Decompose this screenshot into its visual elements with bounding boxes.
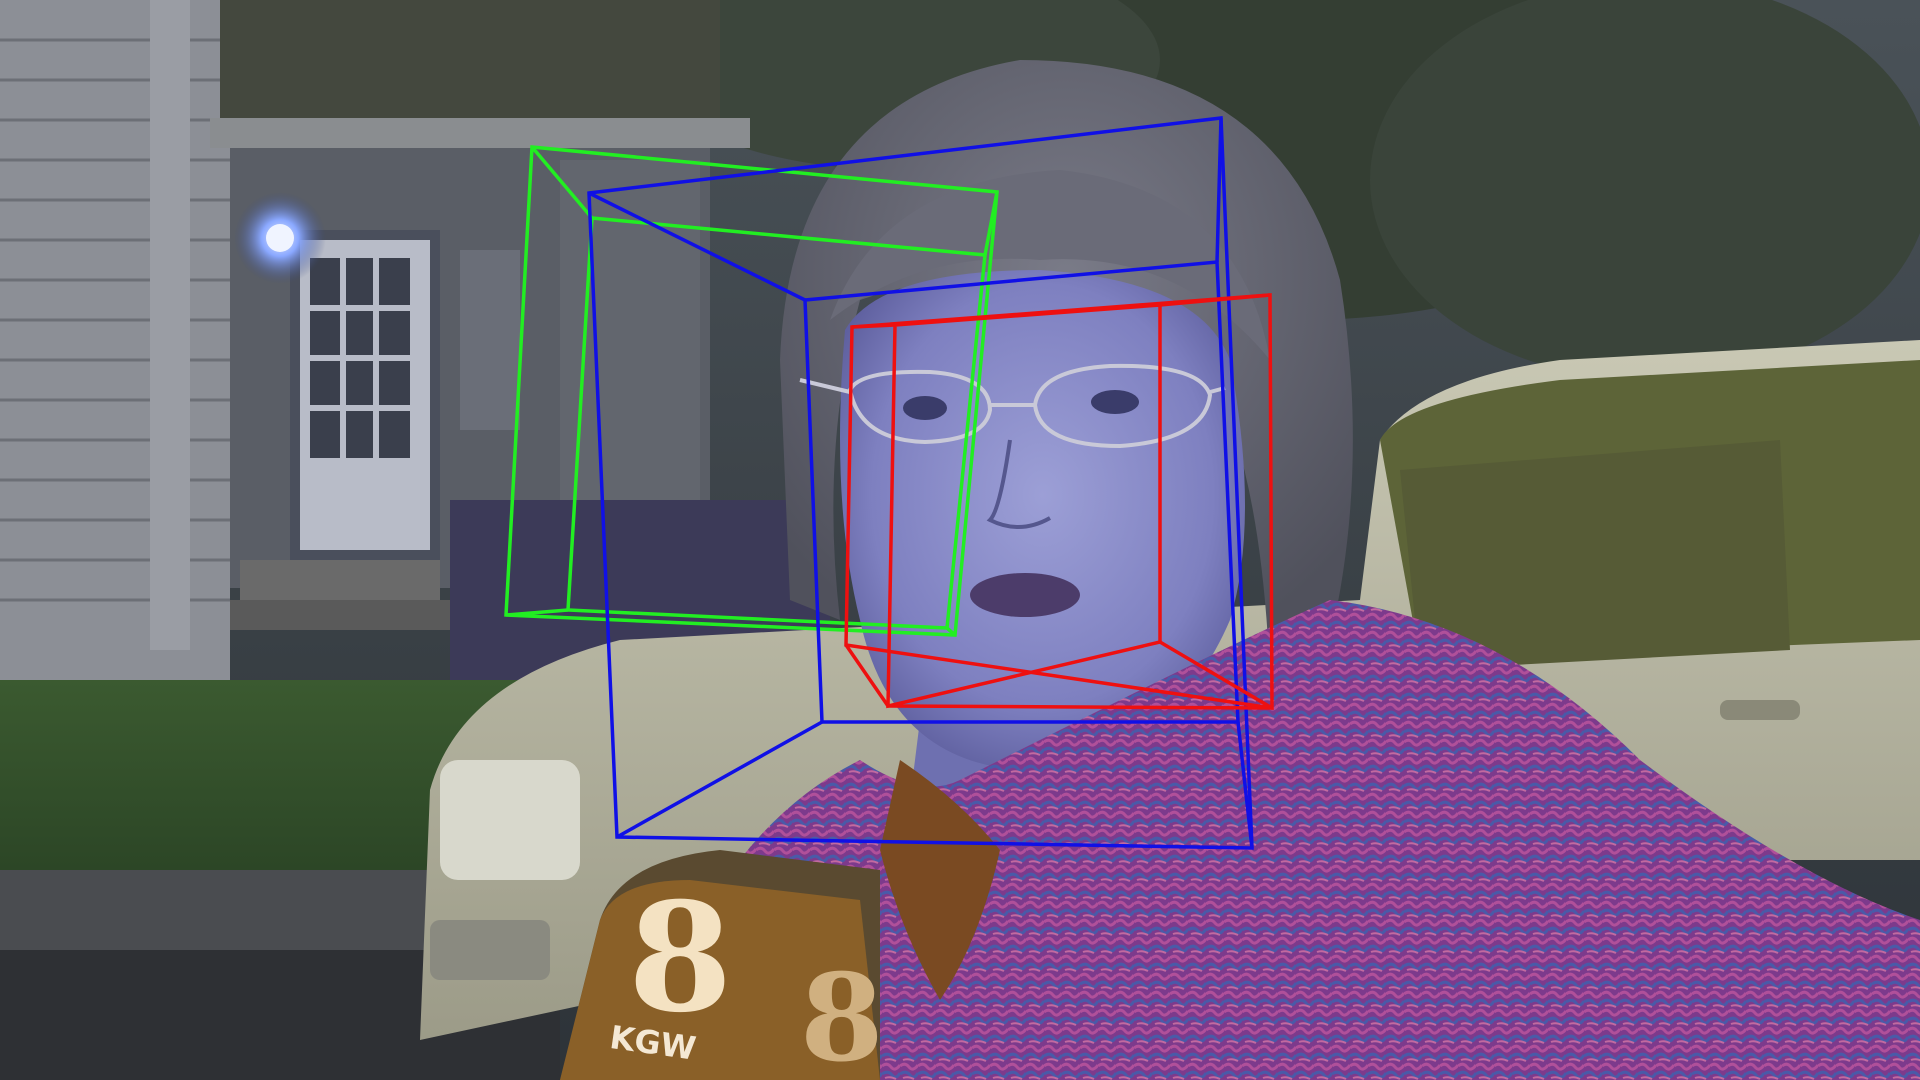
mouth bbox=[970, 573, 1080, 617]
svg-text:8: 8 bbox=[800, 948, 884, 1080]
news-microphone: 8 KGW 8 bbox=[560, 850, 884, 1080]
woman bbox=[640, 60, 1920, 1080]
pose-box-red bbox=[844, 293, 1274, 711]
pose-box-green bbox=[504, 145, 999, 637]
pose-box-blue bbox=[587, 116, 1254, 850]
mic-logo-number: 8 bbox=[628, 870, 732, 1046]
